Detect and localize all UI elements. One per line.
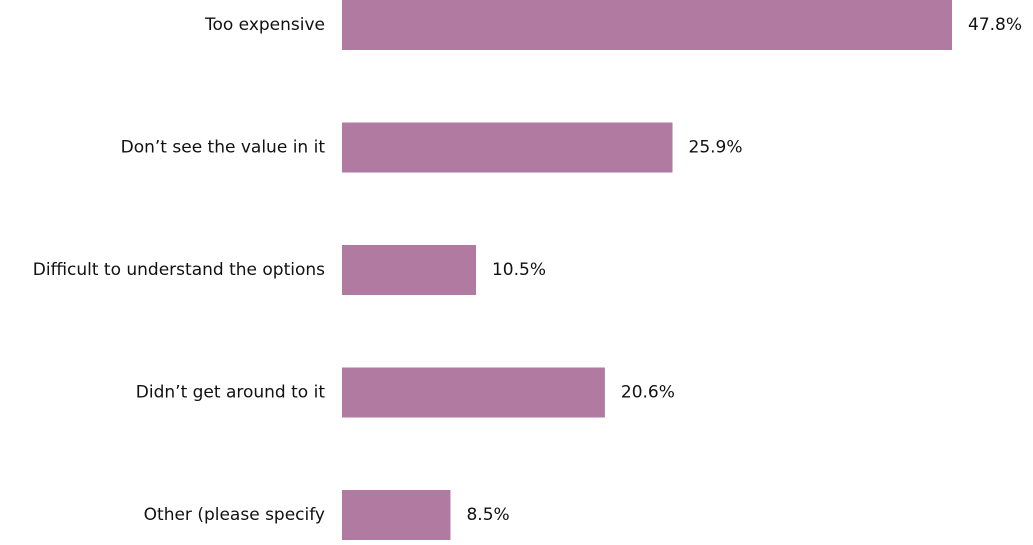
bar-5 <box>342 490 450 540</box>
category-labels-group: Too expensive Don’t see the value in it Di… <box>33 15 326 525</box>
bar-3 <box>342 245 476 295</box>
value-label: 8.5% <box>466 505 509 525</box>
bar-1 <box>342 0 952 50</box>
value-label: 20.6% <box>621 383 675 403</box>
value-label: 25.9% <box>689 138 743 158</box>
category-label: Don’t see the value in it <box>121 138 326 158</box>
category-label: Difficult to understand the options <box>33 260 325 280</box>
category-label: Didn’t get around to it <box>136 383 326 403</box>
bars-group <box>342 0 952 540</box>
bar-2 <box>342 123 673 173</box>
category-label: Too expensive <box>204 15 325 35</box>
value-label: 47.8% <box>968 15 1022 35</box>
category-label: Other (please specify <box>144 505 325 525</box>
value-label: 10.5% <box>492 260 546 280</box>
value-labels-group: 47.8% 25.9% 10.5% 20.6% 8.5% <box>466 15 1022 525</box>
bar-4 <box>342 368 605 418</box>
